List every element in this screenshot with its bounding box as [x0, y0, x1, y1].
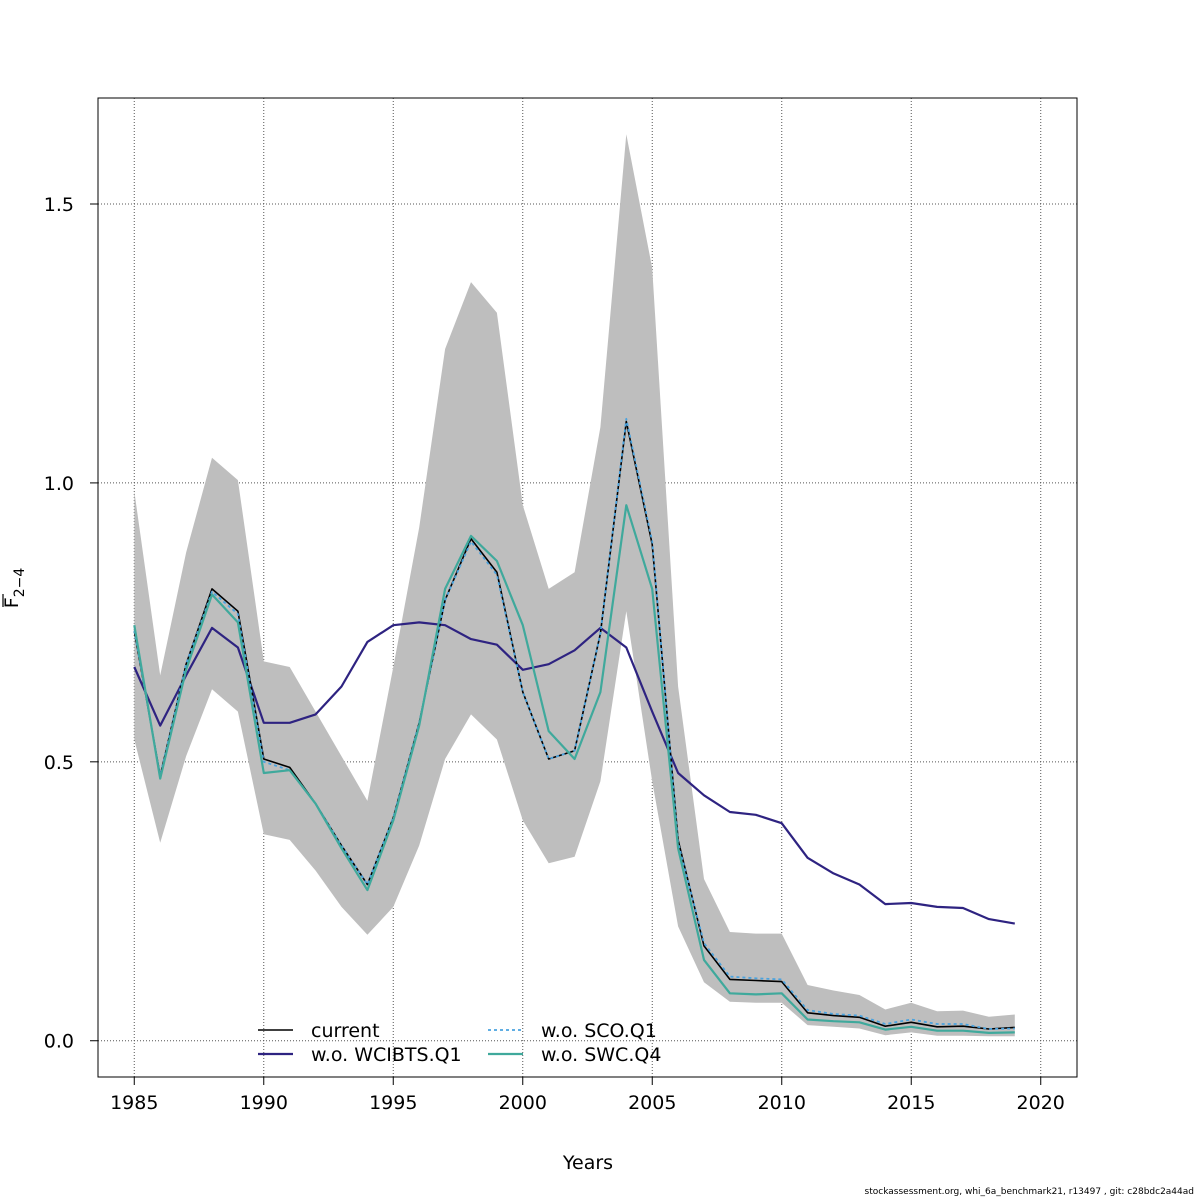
- series-line-3: [133, 504, 1015, 1035]
- legend-label: w.o. WCIBTS.Q1: [311, 1044, 462, 1066]
- x-tick-label: 2010: [758, 1092, 806, 1114]
- x-tick-label: 2015: [887, 1092, 935, 1114]
- y-axis-label-sub: 2−4: [12, 568, 28, 598]
- legend-label: current: [311, 1020, 380, 1042]
- x-axis: 1985 1990 1995 2000 2005 2010 2015 2020: [110, 1077, 1065, 1114]
- x-tick-label: 2020: [1017, 1092, 1065, 1114]
- confidence-band: [134, 134, 1015, 1037]
- y-tick-label: 1.5: [44, 194, 74, 216]
- y-tick-label: 1.0: [44, 473, 74, 495]
- x-tick-label: 1990: [240, 1092, 288, 1114]
- series-line-2: [133, 417, 1015, 1030]
- legend-label: w.o. SWC.Q4: [541, 1044, 661, 1066]
- x-tick-label: 2005: [628, 1092, 676, 1114]
- y-axis: 0.0 0.5 1.0 1.5: [44, 194, 98, 1053]
- legend-label: w.o. SCO.Q1: [541, 1020, 657, 1042]
- series-line-1: [133, 621, 1015, 925]
- y-tick-label: 0.5: [44, 752, 74, 774]
- x-tick-label: 2000: [499, 1092, 547, 1114]
- y-axis-label: F2−4: [1, 568, 28, 609]
- y-tick-label: 0.0: [44, 1031, 74, 1053]
- series-lines: [133, 417, 1015, 1035]
- svg-text:F2−4: F2−4: [1, 568, 28, 609]
- confidence-band-layer: [134, 134, 1015, 1037]
- x-axis-label: Years: [562, 1152, 613, 1174]
- footer-credit: stockassessment.org, whi_6a_benchmark21,…: [864, 1187, 1194, 1197]
- plot-frame: [97, 97, 1078, 1078]
- x-tick-label: 1985: [110, 1092, 158, 1114]
- x-tick-label: 1995: [369, 1092, 417, 1114]
- y-axis-label-main: F: [1, 597, 23, 608]
